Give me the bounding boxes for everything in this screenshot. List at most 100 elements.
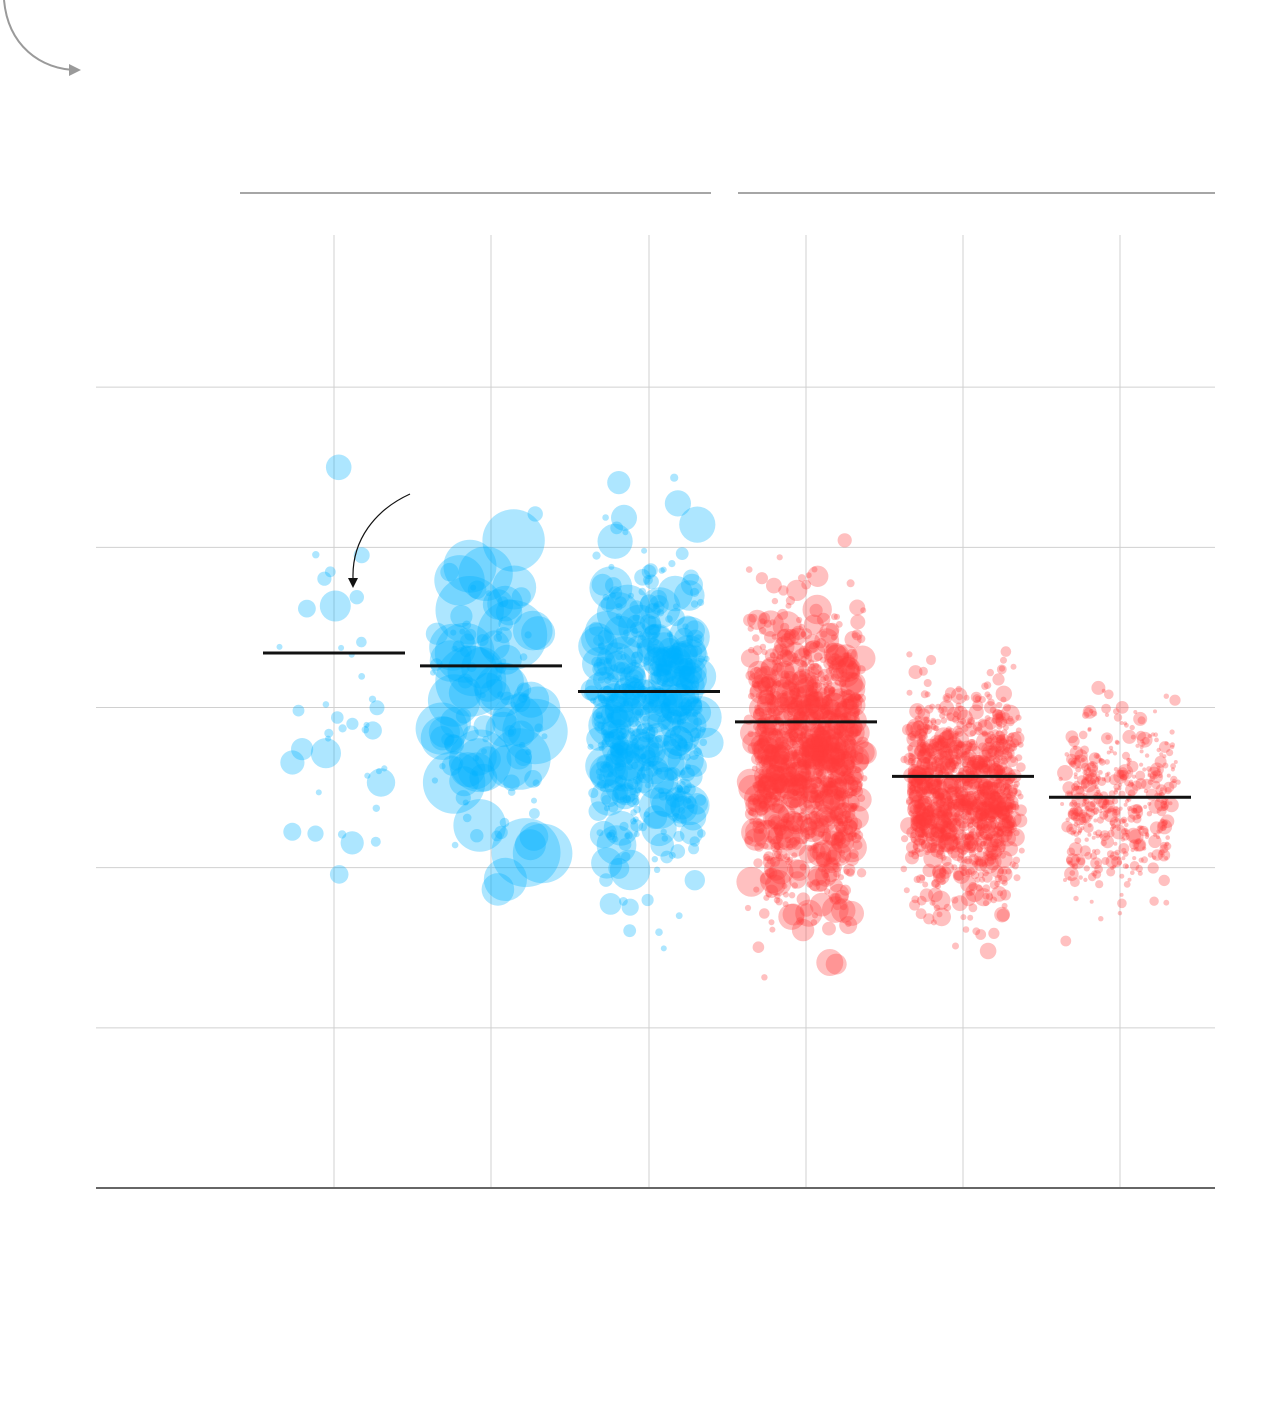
data-point-3-5 xyxy=(747,660,771,685)
data-point-2-397 xyxy=(592,551,601,560)
data-point-2-27 xyxy=(655,671,662,678)
data-point-4-279 xyxy=(1000,757,1008,766)
data-point-2-317 xyxy=(628,666,646,683)
data-point-3-1099 xyxy=(841,738,856,753)
data-point-1-118 xyxy=(482,589,514,620)
data-point-4-100 xyxy=(931,808,944,821)
data-point-2-406 xyxy=(651,767,679,794)
data-point-2-409 xyxy=(672,708,707,743)
data-point-4-136 xyxy=(962,814,969,821)
data-point-4-1091 xyxy=(979,811,989,822)
data-point-4-917 xyxy=(965,800,974,809)
data-point-5-100 xyxy=(1139,745,1144,749)
data-point-3-704 xyxy=(818,800,825,806)
data-point-4-550 xyxy=(914,823,929,838)
data-point-2-468 xyxy=(596,592,641,636)
data-point-4-48 xyxy=(996,768,1004,776)
data-point-4-953 xyxy=(978,696,986,703)
data-point-2-398 xyxy=(679,769,686,776)
data-point-3-619 xyxy=(769,700,785,716)
data-point-4-1079 xyxy=(950,826,957,833)
data-point-3-323 xyxy=(835,758,846,768)
data-point-5-334 xyxy=(1147,766,1161,780)
data-point-4-299 xyxy=(971,758,981,769)
data-point-3-887 xyxy=(832,667,844,679)
data-point-4-612 xyxy=(941,746,948,753)
data-point-5-439 xyxy=(1117,782,1123,788)
data-point-4-379 xyxy=(933,741,940,748)
data-point-3-706 xyxy=(777,853,785,861)
data-point-3-613 xyxy=(802,826,815,840)
data-point-4-842 xyxy=(994,821,1004,832)
data-point-4-461 xyxy=(973,821,980,828)
data-point-4-120 xyxy=(977,719,993,736)
data-point-3-782 xyxy=(852,632,858,639)
data-point-3-269 xyxy=(745,566,753,573)
data-point-4-238 xyxy=(995,825,1013,843)
data-point-2-103 xyxy=(685,755,707,777)
data-point-5-14 xyxy=(1163,842,1172,851)
data-point-5-313 xyxy=(1122,863,1129,869)
data-point-3-793 xyxy=(779,747,786,754)
data-point-2-166 xyxy=(596,774,603,780)
data-point-4-54 xyxy=(979,942,997,960)
data-point-3-838 xyxy=(852,840,863,850)
data-point-4-1049 xyxy=(938,768,950,781)
data-point-4-216 xyxy=(978,760,988,771)
data-point-4-890 xyxy=(984,800,992,807)
data-point-3-298 xyxy=(823,888,831,895)
data-point-4-776 xyxy=(921,738,940,757)
data-point-4-131 xyxy=(981,760,989,768)
data-point-3-916 xyxy=(842,712,849,718)
data-point-5-172 xyxy=(1113,708,1120,715)
data-point-5-277 xyxy=(1106,750,1111,755)
data-point-3-539 xyxy=(784,726,806,749)
data-point-4-404 xyxy=(942,809,953,820)
data-point-4-972 xyxy=(1015,714,1022,721)
data-point-4-438 xyxy=(934,812,941,820)
data-point-4-356 xyxy=(943,797,951,805)
data-point-5-131 xyxy=(1157,768,1162,773)
data-point-2-159 xyxy=(608,709,615,716)
data-point-3-940 xyxy=(841,671,848,678)
data-point-3-646 xyxy=(790,694,812,716)
data-point-5-375 xyxy=(1094,791,1099,797)
data-point-3-71 xyxy=(758,764,788,794)
data-point-4-868 xyxy=(933,904,941,912)
data-point-4-511 xyxy=(964,747,971,754)
data-point-4-513 xyxy=(943,695,950,702)
data-point-2-252 xyxy=(683,743,690,750)
data-point-3-247 xyxy=(771,669,779,677)
data-point-3-304 xyxy=(749,680,773,705)
data-point-2-302 xyxy=(629,600,644,614)
data-point-3-348 xyxy=(821,786,829,794)
data-point-3-569 xyxy=(757,689,775,706)
data-point-5-310 xyxy=(1070,877,1080,888)
data-point-2-257 xyxy=(622,677,645,701)
data-point-3-553 xyxy=(810,811,818,818)
data-point-3-896 xyxy=(773,705,784,716)
data-point-3-466 xyxy=(758,735,765,742)
data-point-2-299 xyxy=(673,667,683,677)
data-point-3-1021 xyxy=(814,789,841,815)
data-point-3-396 xyxy=(805,728,814,737)
data-point-2-234 xyxy=(610,705,635,730)
data-point-3-785 xyxy=(782,903,805,926)
data-point-4-312 xyxy=(987,795,1002,811)
data-point-4-1013 xyxy=(924,757,931,764)
data-point-3-755 xyxy=(812,709,825,723)
data-point-4-789 xyxy=(954,762,962,770)
data-point-5-193 xyxy=(1071,783,1079,792)
data-point-5-318 xyxy=(1066,847,1076,856)
data-point-4-595 xyxy=(906,826,918,839)
data-point-2-481 xyxy=(581,622,615,656)
data-point-3-959 xyxy=(758,728,785,755)
data-point-2-172 xyxy=(601,739,608,746)
data-point-5-63 xyxy=(1098,770,1103,775)
data-point-2-374 xyxy=(693,717,703,727)
data-point-2-100 xyxy=(651,791,677,817)
data-point-5-376 xyxy=(1160,841,1168,850)
data-point-2-271 xyxy=(670,635,707,671)
data-point-2-432 xyxy=(603,697,610,704)
data-point-4-528 xyxy=(992,764,999,771)
